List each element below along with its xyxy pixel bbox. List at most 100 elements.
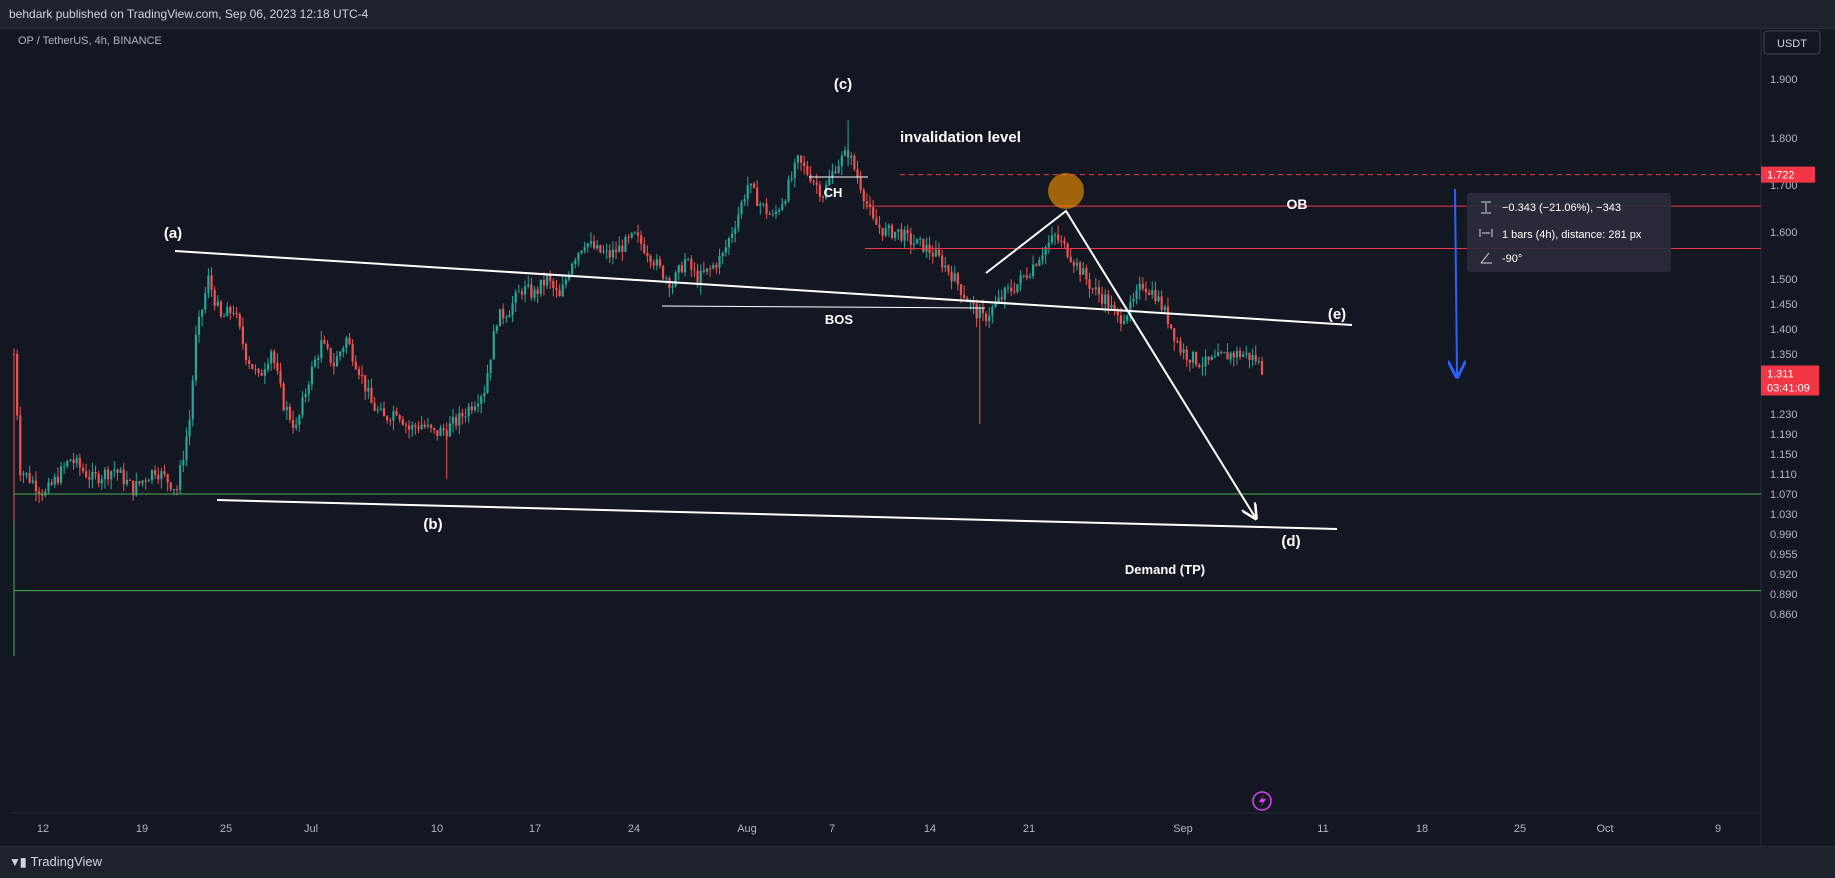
candle bbox=[473, 401, 477, 413]
candle bbox=[382, 401, 386, 417]
candle bbox=[981, 299, 985, 322]
candle bbox=[63, 462, 66, 474]
candle bbox=[1013, 282, 1016, 295]
current-price-tag: 1.311 03:41:09 bbox=[1761, 365, 1819, 396]
bos-line[interactable] bbox=[661, 305, 986, 309]
candle bbox=[376, 405, 379, 414]
price-axis[interactable]: 1.900 1.800 1.700 1.600 1.500 1.450 1.400 1.350… bbox=[1770, 74, 1798, 621]
bar-countdown: 03:41:09 bbox=[1767, 383, 1810, 395]
candle bbox=[1050, 226, 1054, 245]
candle bbox=[455, 413, 458, 430]
candle bbox=[1038, 256, 1041, 267]
candle bbox=[185, 427, 188, 467]
candle bbox=[821, 195, 825, 203]
candle bbox=[119, 467, 122, 474]
price-chart[interactable]: OP / TetherUS, 4h, BINANCE (a) (b) (c) (… bbox=[0, 29, 1835, 846]
candle bbox=[364, 375, 367, 400]
candle bbox=[276, 353, 279, 375]
candle bbox=[1066, 242, 1069, 259]
candle bbox=[809, 165, 812, 184]
demand-label: Demand (TP) bbox=[1125, 562, 1205, 577]
candle bbox=[978, 303, 981, 319]
candle bbox=[677, 264, 680, 281]
candle bbox=[354, 355, 357, 370]
candle bbox=[806, 161, 809, 177]
candle bbox=[1072, 259, 1075, 273]
candle bbox=[574, 257, 577, 269]
candle bbox=[97, 470, 100, 487]
candle bbox=[1176, 337, 1179, 344]
candle bbox=[1028, 273, 1032, 279]
candle bbox=[721, 251, 724, 265]
candle bbox=[1151, 281, 1154, 300]
candle bbox=[759, 201, 762, 215]
candle bbox=[423, 420, 426, 429]
candle bbox=[357, 365, 361, 380]
candle bbox=[683, 253, 687, 277]
candle bbox=[730, 227, 734, 244]
candle bbox=[147, 478, 150, 482]
candle bbox=[169, 481, 172, 492]
candle bbox=[1035, 263, 1038, 267]
candle bbox=[577, 252, 580, 267]
candle bbox=[734, 220, 737, 243]
candle bbox=[320, 330, 323, 363]
lightning-icon[interactable] bbox=[1252, 791, 1272, 811]
candle bbox=[749, 183, 752, 194]
time-tick-15: Oct bbox=[1596, 823, 1613, 835]
candle bbox=[157, 467, 160, 484]
candle bbox=[1097, 280, 1101, 303]
currency-button[interactable]: USDT bbox=[1763, 30, 1821, 55]
candle bbox=[191, 375, 194, 427]
candle bbox=[947, 264, 950, 276]
candle bbox=[583, 241, 586, 254]
candle bbox=[194, 325, 197, 386]
candle bbox=[950, 266, 953, 290]
candle bbox=[658, 255, 662, 269]
plot-area[interactable] bbox=[10, 56, 1761, 842]
ob-circle-marker[interactable] bbox=[1048, 173, 1084, 209]
candle bbox=[593, 235, 596, 250]
candle bbox=[1010, 279, 1013, 297]
candle bbox=[1060, 235, 1063, 248]
lower-trendline[interactable] bbox=[216, 499, 1338, 530]
upper-trendline[interactable] bbox=[174, 250, 1353, 326]
price-tick-12: 1.070 bbox=[1770, 489, 1798, 501]
time-tick-3: Jul bbox=[304, 823, 318, 835]
time-axis[interactable]: 12 19 25 Jul 10 17 24 Aug 7 14 21 Sep 11 18 25 Oct 9 bbox=[37, 823, 1721, 835]
candle bbox=[1129, 295, 1132, 322]
candle bbox=[558, 284, 561, 297]
candle bbox=[608, 244, 611, 263]
projection-path[interactable] bbox=[985, 209, 1255, 517]
candle bbox=[348, 333, 351, 346]
candle bbox=[941, 250, 944, 273]
candle bbox=[1220, 350, 1223, 355]
candle bbox=[197, 310, 201, 343]
candle bbox=[875, 208, 878, 225]
candles bbox=[12, 120, 1264, 591]
candle bbox=[389, 417, 392, 426]
measure-arrow[interactable] bbox=[1455, 188, 1457, 375]
candle bbox=[106, 466, 110, 486]
tooltip-line-1: −0.343 (−21.06%), −343 bbox=[1502, 202, 1621, 214]
candle bbox=[1201, 356, 1204, 377]
tradingview-logo[interactable]: ▼▮ TradingView bbox=[9, 854, 102, 869]
candle bbox=[88, 469, 91, 489]
candle bbox=[627, 234, 630, 244]
candle bbox=[705, 268, 709, 276]
candle bbox=[1148, 289, 1151, 296]
candle bbox=[997, 289, 1000, 305]
candle bbox=[467, 402, 470, 423]
candle bbox=[103, 467, 107, 489]
candle bbox=[266, 358, 270, 373]
candle bbox=[746, 176, 749, 206]
candle bbox=[144, 477, 147, 490]
candle bbox=[586, 242, 589, 253]
candle bbox=[1063, 236, 1066, 249]
measure-tooltip: −0.343 (−21.06%), −343 1 bars (4h), dist… bbox=[1467, 193, 1671, 272]
candle bbox=[222, 312, 226, 318]
candle bbox=[154, 465, 157, 480]
candle bbox=[433, 427, 436, 435]
candle bbox=[1163, 304, 1166, 313]
candle bbox=[671, 282, 674, 295]
